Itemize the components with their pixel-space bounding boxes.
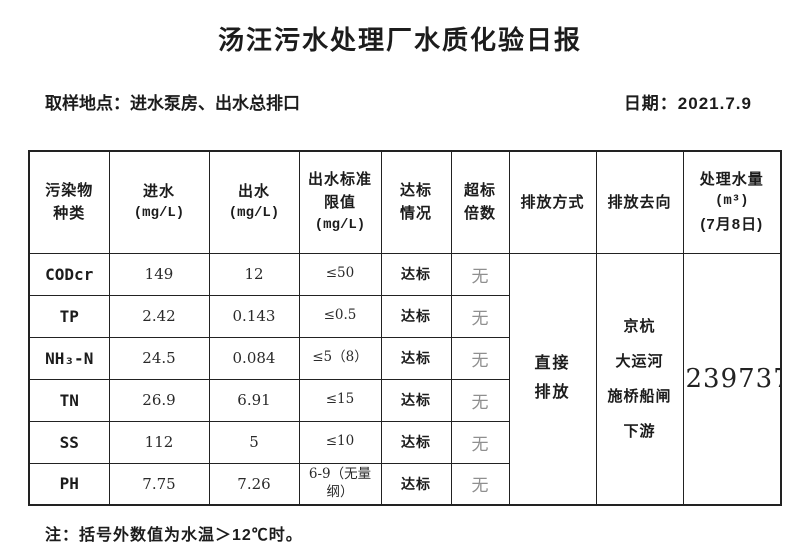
- header-exceed-multiple: 超标 倍数: [450, 150, 510, 254]
- discharge-destination-cell: 京杭 大运河 施桥船闸 下游: [595, 252, 684, 506]
- limit-value: 6-9（无量纲）: [298, 462, 382, 506]
- outlet-value: 6.91: [208, 378, 300, 422]
- inlet-value: 24.5: [108, 336, 210, 380]
- treated-volume-value: 239737: [682, 252, 782, 506]
- outlet-value: 0.084: [208, 336, 300, 380]
- table-row-nh3n: NH₃-N 24.5 0.084 ≤5（8） 达标 无: [28, 336, 781, 380]
- exceed-multiple: 无: [450, 378, 510, 422]
- header-discharge-destination: 排放去向: [595, 150, 684, 254]
- page-title: 汤汪污水处理厂水质化验日报: [217, 25, 582, 55]
- pollutant-label: CODcr: [28, 252, 110, 296]
- compliance-status: 达标: [380, 294, 452, 338]
- limit-value: ≤0.5: [298, 294, 382, 338]
- pollutant-label: TN: [28, 378, 110, 422]
- outlet-value: 5: [208, 420, 300, 464]
- pollutant-label: NH₃-N: [28, 336, 110, 380]
- exceed-multiple: 无: [450, 252, 510, 296]
- limit-value: ≤5（8）: [298, 336, 382, 380]
- limit-value: ≤10: [298, 420, 382, 464]
- header-pollutant-type: 污染物 种类: [28, 150, 110, 254]
- pollutant-label: TP: [28, 294, 110, 338]
- pollutant-label: SS: [28, 420, 110, 464]
- compliance-status: 达标: [380, 336, 452, 380]
- pollutant-label: PH: [28, 462, 110, 506]
- header-compliance: 达标 情况: [380, 150, 452, 254]
- outlet-value: 12: [208, 252, 300, 296]
- sampling-location: 取样地点：进水泵房、出水总排口: [45, 94, 300, 113]
- header-discharge-method: 排放方式: [508, 150, 597, 254]
- compliance-status: 达标: [380, 420, 452, 464]
- exceed-multiple: 无: [450, 294, 510, 338]
- water-quality-table: 污染物 种类 进水 (mg/L) 出水 (mg/L) 出水标准 限值 (mg/L…: [28, 150, 782, 506]
- inlet-value: 7.75: [108, 462, 210, 506]
- header-outlet: 出水 (mg/L): [208, 150, 300, 254]
- header-outlet-limit: 出水标准 限值 (mg/L): [298, 150, 382, 254]
- table-row-ph: PH 7.75 7.26 6-9（无量纲） 达标 无: [28, 462, 781, 506]
- exceed-multiple: 无: [450, 462, 510, 506]
- table-row-ss: SS 112 5 ≤10 达标 无: [28, 420, 781, 464]
- compliance-status: 达标: [380, 378, 452, 422]
- table-row-codcr: CODcr 149 12 ≤50 达标 无 直接 排放 京杭 大运河 施桥船闸 …: [28, 252, 782, 506]
- outlet-value: 7.26: [208, 462, 300, 506]
- meta-row: 取样地点：进水泵房、出水总排口 日期：2021.7.9: [45, 89, 770, 114]
- report-date: 日期：2021.7.9: [623, 94, 752, 113]
- inlet-value: 149: [108, 252, 210, 296]
- limit-value: ≤15: [298, 378, 382, 422]
- inlet-value: 26.9: [108, 378, 210, 422]
- compliance-status: 达标: [380, 252, 452, 296]
- inlet-value: 112: [108, 420, 210, 464]
- footnote: 注：括号外数值为水温＞12℃时。: [45, 527, 303, 544]
- exceed-multiple: 无: [450, 336, 510, 380]
- table-row-tn: TN 26.9 6.91 ≤15 达标 无: [28, 378, 781, 422]
- outlet-value: 0.143: [208, 294, 300, 338]
- inlet-value: 2.42: [108, 294, 210, 338]
- table-header-row: 污染物 种类 进水 (mg/L) 出水 (mg/L) 出水标准 限值 (mg/L…: [28, 150, 782, 254]
- header-treated-volume: 处理水量 (m³) (7月8日): [682, 150, 782, 254]
- compliance-status: 达标: [380, 462, 452, 506]
- exceed-multiple: 无: [450, 420, 510, 464]
- discharge-method-cell: 直接 排放: [508, 252, 597, 506]
- header-inlet: 进水 (mg/L): [108, 150, 210, 254]
- limit-value: ≤50: [298, 252, 382, 296]
- table-row-tp: TP 2.42 0.143 ≤0.5 达标 无: [28, 294, 781, 338]
